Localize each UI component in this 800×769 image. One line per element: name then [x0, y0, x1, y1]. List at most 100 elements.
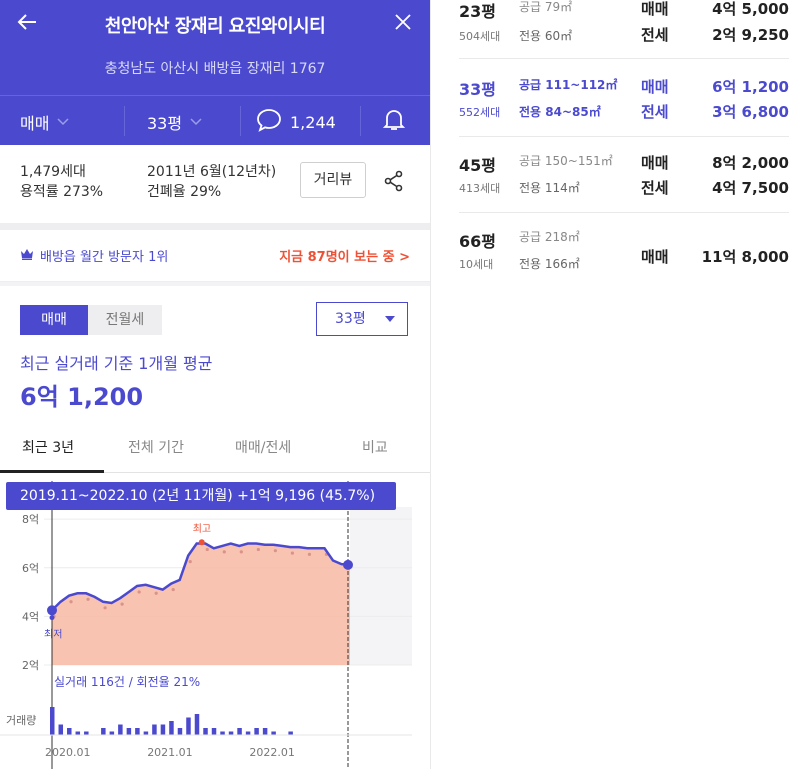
start-point[interactable]	[47, 605, 57, 616]
volume-bar	[245, 731, 251, 735]
average-price-value: 6억 1,200	[20, 383, 144, 411]
chevron-down-icon	[190, 116, 202, 129]
pyeong-households: 504세대	[459, 30, 501, 43]
jeonse-label: 전세	[641, 103, 669, 121]
volume-bar	[237, 728, 242, 735]
household-count: 1,479세대	[20, 164, 86, 180]
jeonse-price: 3억 6,800	[712, 103, 789, 121]
triangle-down-icon	[385, 316, 395, 322]
transaction-dot	[205, 547, 209, 552]
volume-bar	[101, 728, 106, 735]
transaction-dot	[239, 550, 243, 554]
high-label: 최고	[193, 523, 211, 535]
summary-left: 1,479세대 용적률 273%	[20, 162, 103, 202]
toolbar-divider	[240, 106, 241, 136]
volume-bar	[169, 721, 174, 735]
sale-price: 4억 5,000	[712, 0, 789, 18]
sale-price: 6억 1,200	[712, 78, 789, 96]
tab-all-period[interactable]: 전체 기간	[128, 440, 184, 456]
summary-middle: 2011년 6월(12년차) 건폐율 29%	[147, 162, 276, 202]
speech-bubble-icon	[256, 108, 282, 136]
pyeong-size: 23평	[459, 2, 496, 21]
low-marker	[49, 615, 55, 621]
segment-rent[interactable]: 전월세	[88, 305, 162, 335]
transaction-dot	[256, 547, 260, 552]
sale-price: 8억 2,000	[712, 154, 789, 172]
street-view-button[interactable]: 거리뷰	[300, 162, 366, 198]
volume-bar	[288, 731, 293, 735]
volume-bar	[109, 731, 115, 735]
sale-label: 매매	[641, 248, 669, 266]
exclusive-area: 전용 60㎡	[519, 29, 573, 43]
exclusive-area: 전용 166㎡	[519, 257, 580, 271]
volume-bar	[126, 728, 132, 735]
active-tab-indicator	[0, 470, 104, 473]
volume-bar	[271, 731, 276, 735]
complex-header: 천안아산 장재리 요진와이시티 충청남도 아산시 배방읍 장재리 1767 매매…	[0, 0, 430, 145]
y-tick-label: 8억	[22, 513, 39, 526]
toolbar-divider	[360, 106, 361, 136]
volume-summary: 실거래 116건 / 회전율 21%	[54, 675, 200, 689]
volume-bar	[118, 724, 123, 735]
row-divider	[459, 136, 789, 137]
complex-address: 충청남도 아산시 배방읍 장재리 1767	[104, 61, 326, 77]
sale-label: 매매	[641, 78, 669, 96]
supply-area: 공급 79㎡	[519, 0, 573, 14]
sale-label: 매매	[641, 154, 669, 172]
tab-recent-3y[interactable]: 최근 3년	[22, 440, 74, 456]
header-toolbar: 매매 33평 1,244	[0, 96, 430, 145]
comment-count: 1,244	[290, 112, 336, 132]
end-point[interactable]	[343, 559, 353, 570]
complex-summary: 1,479세대 용적률 273% 2011년 6월(12년차) 건폐율 29% …	[0, 145, 430, 223]
pyeong-households: 10세대	[459, 258, 494, 271]
trade-type-label: 매매	[20, 114, 50, 133]
jeonse-label: 전세	[641, 179, 669, 197]
volume-bar	[135, 728, 140, 735]
y-tick-label: 6억	[22, 562, 39, 575]
row-divider	[459, 58, 789, 59]
low-label: 최저	[44, 629, 62, 641]
size-dropdown[interactable]: 33평	[147, 110, 202, 134]
trade-type-dropdown[interactable]: 매매	[20, 110, 69, 134]
complex-detail-panel: 천안아산 장재리 요진와이시티 충청남도 아산시 배방읍 장재리 1767 매매…	[0, 0, 430, 769]
y-tick-label: 2억	[22, 659, 39, 672]
jeonse-price: 2억 9,250	[712, 26, 789, 44]
price-type-toggle: 매매 전월세	[20, 305, 162, 335]
visitor-rank: 배방읍 월간 방문자 1위	[20, 246, 168, 265]
transaction-dot	[137, 590, 141, 594]
crown-icon	[20, 248, 34, 264]
future-region	[350, 507, 412, 665]
transaction-dot	[154, 591, 158, 595]
volume-bar	[228, 731, 234, 735]
share-icon[interactable]	[383, 170, 405, 192]
viewing-now-link[interactable]: 지금 87명이 보는 중 >	[279, 250, 410, 265]
volume-bar	[211, 728, 217, 735]
tab-sale-jeonse[interactable]: 매매/전세	[235, 440, 292, 456]
pyeong-size: 45평	[459, 156, 496, 175]
pyeong-list-panel: 23평 504세대 공급 79㎡ 전용 60㎡ 매매 4억 5,000 전세 2…	[430, 0, 800, 769]
exclusive-area: 전용 114㎡	[519, 181, 580, 195]
visitor-banner[interactable]: 배방읍 월간 방문자 1위 지금 87명이 보는 중 >	[0, 230, 430, 282]
close-icon[interactable]	[394, 10, 412, 40]
volume-bar	[262, 728, 268, 735]
x-tick-label: 2021.01	[147, 746, 193, 759]
exclusive-area: 전용 84~85㎡	[519, 105, 601, 119]
pyeong-households: 552세대	[459, 106, 501, 119]
transaction-dot	[188, 560, 192, 564]
bell-icon[interactable]	[382, 108, 407, 132]
comments-button[interactable]: 1,244	[256, 108, 336, 136]
transaction-dot	[103, 606, 107, 610]
volume-bar	[254, 728, 259, 735]
transaction-dot	[307, 552, 312, 556]
transaction-dot	[273, 549, 277, 553]
supply-area: 공급 111~112㎡	[519, 78, 618, 92]
size-label: 33평	[147, 114, 183, 133]
size-select[interactable]: 33평	[316, 302, 408, 336]
tab-compare[interactable]: 비교	[362, 440, 388, 456]
transaction-dot	[222, 550, 226, 554]
pyeong-size: 66평	[459, 232, 496, 251]
segment-sale[interactable]: 매매	[20, 305, 88, 335]
volume-bar	[84, 731, 89, 735]
back-arrow-icon[interactable]	[16, 10, 46, 40]
